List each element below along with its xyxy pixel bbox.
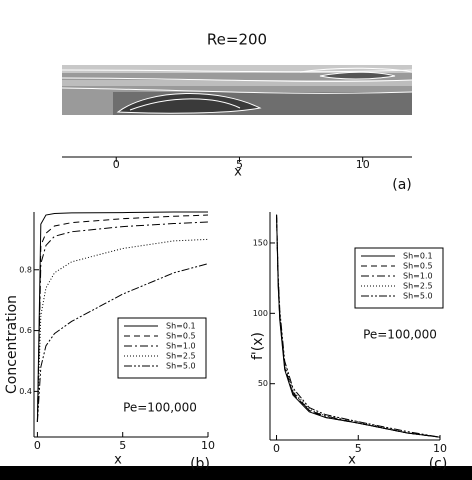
x-tick-label: 0 — [34, 439, 41, 452]
x-tick-label: 5 — [355, 442, 362, 455]
x-tick-label: 10 — [433, 442, 447, 455]
x-tick-label: 0 — [273, 442, 280, 455]
y-tick-label: 0.4 — [19, 387, 32, 396]
panel-label: (b) — [190, 456, 210, 472]
legend-label: Sh=0.5 — [166, 332, 196, 341]
series-line — [276, 214, 441, 438]
x-tick-label: 10 — [356, 158, 370, 171]
x-axis-label: x — [114, 453, 122, 468]
x-tick-label: 0 — [113, 158, 120, 171]
panel-label: (c) — [429, 456, 448, 472]
series-line — [36, 214, 209, 422]
legend-label: Sh=2.5 — [166, 352, 196, 361]
legend-label: Sh=5.0 — [403, 292, 433, 301]
legend-label: Sh=5.0 — [166, 362, 196, 371]
legend-box — [354, 247, 444, 309]
y-axis-label: f'(x) — [250, 332, 266, 360]
series-line — [276, 214, 441, 438]
legend-label: Sh=0.1 — [403, 252, 433, 261]
legend-label: Sh=1.0 — [166, 342, 196, 351]
y-tick-label: 0.6 — [19, 326, 32, 335]
x-tick-label: 5 — [236, 158, 243, 171]
y-tick-label: 0.8 — [19, 265, 32, 274]
bottom-bar — [0, 466, 472, 480]
series-line — [276, 214, 441, 438]
annotation: Pe=100,000 — [123, 401, 197, 415]
chart-title: Re=200 — [207, 31, 267, 49]
y-tick-label: 50 — [258, 379, 268, 388]
x-tick-label: 5 — [119, 439, 126, 452]
x-axis-label: x — [234, 165, 242, 180]
series-line — [36, 263, 209, 422]
legend-label: Sh=0.5 — [403, 262, 433, 271]
annotation: Pe=100,000 — [363, 328, 437, 342]
series-line — [36, 221, 209, 422]
flow-field — [61, 65, 413, 115]
x-tick-label: 10 — [201, 439, 215, 452]
y-tick-label: 150 — [253, 238, 268, 247]
x-axis-label: x — [348, 453, 356, 468]
legend: Sh=0.1Sh=0.5Sh=1.0Sh=2.5Sh=5.0 — [117, 317, 207, 379]
series-line — [36, 238, 209, 422]
y-tick-label: 100 — [253, 309, 268, 318]
series-line — [36, 211, 208, 422]
legend-label: Sh=0.1 — [166, 322, 196, 331]
legend: Sh=0.1Sh=0.5Sh=1.0Sh=2.5Sh=5.0 — [354, 247, 444, 309]
panel-label: (a) — [392, 177, 412, 193]
legend-box — [117, 317, 207, 379]
legend-label: Sh=1.0 — [403, 272, 433, 281]
legend-label: Sh=2.5 — [403, 282, 433, 291]
y-axis-label: Concentration — [4, 295, 20, 394]
